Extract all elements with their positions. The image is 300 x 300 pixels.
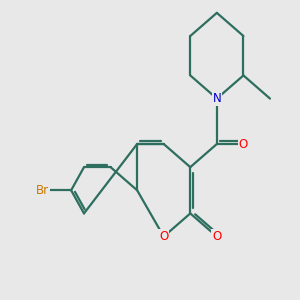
Text: O: O (159, 230, 168, 243)
Text: Br: Br (35, 184, 49, 197)
Text: N: N (212, 92, 221, 105)
Text: O: O (212, 230, 221, 243)
Text: O: O (239, 137, 248, 151)
